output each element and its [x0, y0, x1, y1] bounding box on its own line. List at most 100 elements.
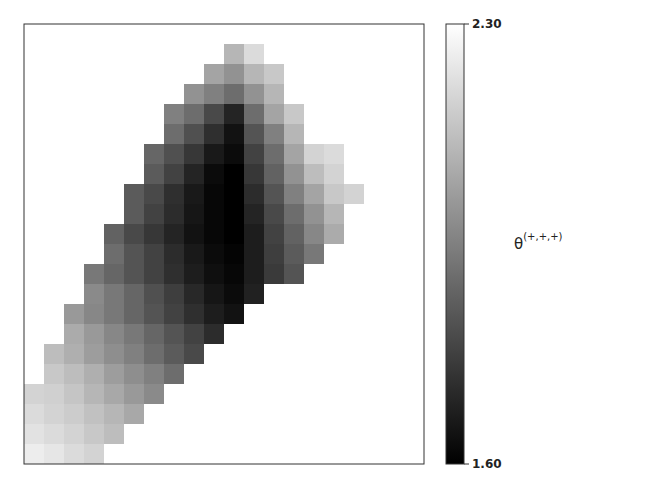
cell	[164, 204, 184, 224]
cell	[64, 444, 84, 464]
cell	[124, 284, 144, 304]
cell	[64, 304, 84, 324]
cell	[244, 204, 264, 224]
cell	[104, 264, 124, 284]
cell	[164, 124, 184, 144]
cell	[244, 164, 264, 184]
cell	[324, 164, 344, 184]
cell	[264, 224, 284, 244]
cell	[224, 164, 244, 184]
cell	[284, 144, 304, 164]
cell	[184, 284, 204, 304]
cell	[124, 324, 144, 344]
cell	[144, 304, 164, 324]
cell	[124, 264, 144, 284]
cell	[44, 424, 64, 444]
cell	[124, 184, 144, 204]
cell	[144, 224, 164, 244]
cell	[224, 44, 244, 64]
cell	[284, 244, 304, 264]
cell	[264, 64, 284, 84]
cell	[104, 384, 124, 404]
cell	[204, 284, 224, 304]
cell	[184, 244, 204, 264]
cell	[264, 84, 284, 104]
cell	[24, 384, 44, 404]
cell	[164, 144, 184, 164]
cell	[244, 244, 264, 264]
cell	[44, 444, 64, 464]
cell	[244, 124, 264, 144]
cell	[144, 264, 164, 284]
cell	[284, 224, 304, 244]
cell	[264, 204, 284, 224]
cell	[144, 184, 164, 204]
cell	[124, 404, 144, 424]
cell	[244, 284, 264, 304]
cell	[164, 264, 184, 284]
cell	[164, 324, 184, 344]
cell	[124, 384, 144, 404]
cell	[264, 144, 284, 164]
cell	[204, 224, 224, 244]
cell	[64, 324, 84, 344]
cell	[204, 104, 224, 124]
cell	[24, 404, 44, 424]
cell	[164, 244, 184, 264]
cell	[224, 64, 244, 84]
cell	[284, 204, 304, 224]
plot-frame	[24, 24, 424, 464]
cell	[324, 204, 344, 224]
cell	[204, 324, 224, 344]
cell	[144, 284, 164, 304]
cell	[104, 224, 124, 244]
cell	[144, 364, 164, 384]
cell	[124, 204, 144, 224]
cell	[104, 304, 124, 324]
cell	[304, 224, 324, 244]
cell	[144, 164, 164, 184]
cell	[224, 244, 244, 264]
cell	[144, 384, 164, 404]
cell	[184, 264, 204, 284]
cell	[264, 124, 284, 144]
cell	[224, 184, 244, 204]
colorbar-tick-label: 2.30	[472, 17, 502, 31]
cell	[44, 364, 64, 384]
cell	[144, 144, 164, 164]
cell	[244, 64, 264, 84]
cell	[24, 444, 44, 464]
cell	[44, 384, 64, 404]
cell	[344, 184, 364, 204]
cell	[324, 224, 344, 244]
cell	[204, 204, 224, 224]
cell	[244, 84, 264, 104]
cell	[184, 124, 204, 144]
cell	[64, 344, 84, 364]
cell	[124, 244, 144, 264]
cell	[164, 104, 184, 124]
cell	[84, 444, 104, 464]
cell	[304, 204, 324, 224]
cell	[224, 264, 244, 284]
cell	[104, 324, 124, 344]
cell	[284, 184, 304, 204]
cells	[24, 44, 364, 464]
cell	[164, 224, 184, 244]
cell	[284, 164, 304, 184]
cell	[184, 304, 204, 324]
cell	[244, 44, 264, 64]
cell	[64, 384, 84, 404]
cell	[84, 304, 104, 324]
cell	[144, 324, 164, 344]
cell	[104, 284, 124, 304]
cell	[244, 224, 264, 244]
cell	[324, 184, 344, 204]
cell	[144, 344, 164, 364]
cell	[184, 144, 204, 164]
cell	[224, 144, 244, 164]
cell	[284, 264, 304, 284]
cell	[264, 104, 284, 124]
cell	[244, 184, 264, 204]
cell	[144, 244, 164, 264]
